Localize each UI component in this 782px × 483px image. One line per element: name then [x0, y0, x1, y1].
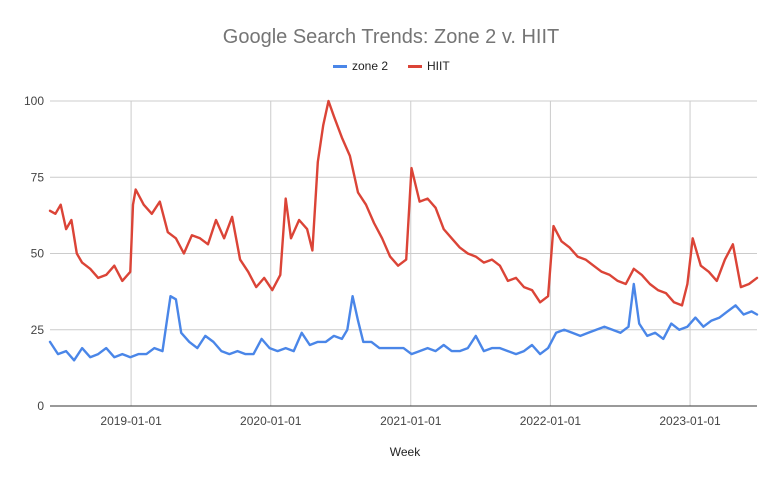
y-tick-label: 50	[31, 247, 45, 261]
y-tick-label: 75	[31, 170, 45, 184]
x-axis-title: Week	[390, 445, 421, 459]
y-tick-label: 25	[31, 323, 45, 337]
x-tick-label: 2020-01-01	[240, 414, 302, 428]
series-line-hiit	[48, 99, 759, 307]
legend-label-hiit: HIIT	[427, 59, 450, 73]
legend-swatch-zone-2	[333, 65, 347, 68]
y-axis-ticks: 0 25 50 75 100	[24, 94, 44, 413]
legend-label-zone-2: zone 2	[352, 59, 388, 73]
chart-title: Google Search Trends: Zone 2 v. HIIT	[223, 26, 559, 48]
gridlines	[50, 100, 757, 406]
y-tick-label: 0	[37, 399, 44, 413]
x-tick-label: 2023-01-01	[659, 414, 721, 428]
x-axis-ticks: 2019-01-01 2020-01-01 2021-01-01 2022-01-01…	[100, 414, 721, 428]
x-tick-label: 2019-01-01	[100, 414, 162, 428]
legend: zone 2 HIIT	[333, 59, 450, 73]
legend-swatch-hiit	[408, 65, 422, 68]
x-tick-label: 2021-01-01	[380, 414, 442, 428]
series-line-zone-2	[48, 282, 759, 362]
series-layer	[48, 99, 759, 362]
y-tick-label: 100	[24, 94, 44, 108]
x-tick-label: 2022-01-01	[520, 414, 582, 428]
